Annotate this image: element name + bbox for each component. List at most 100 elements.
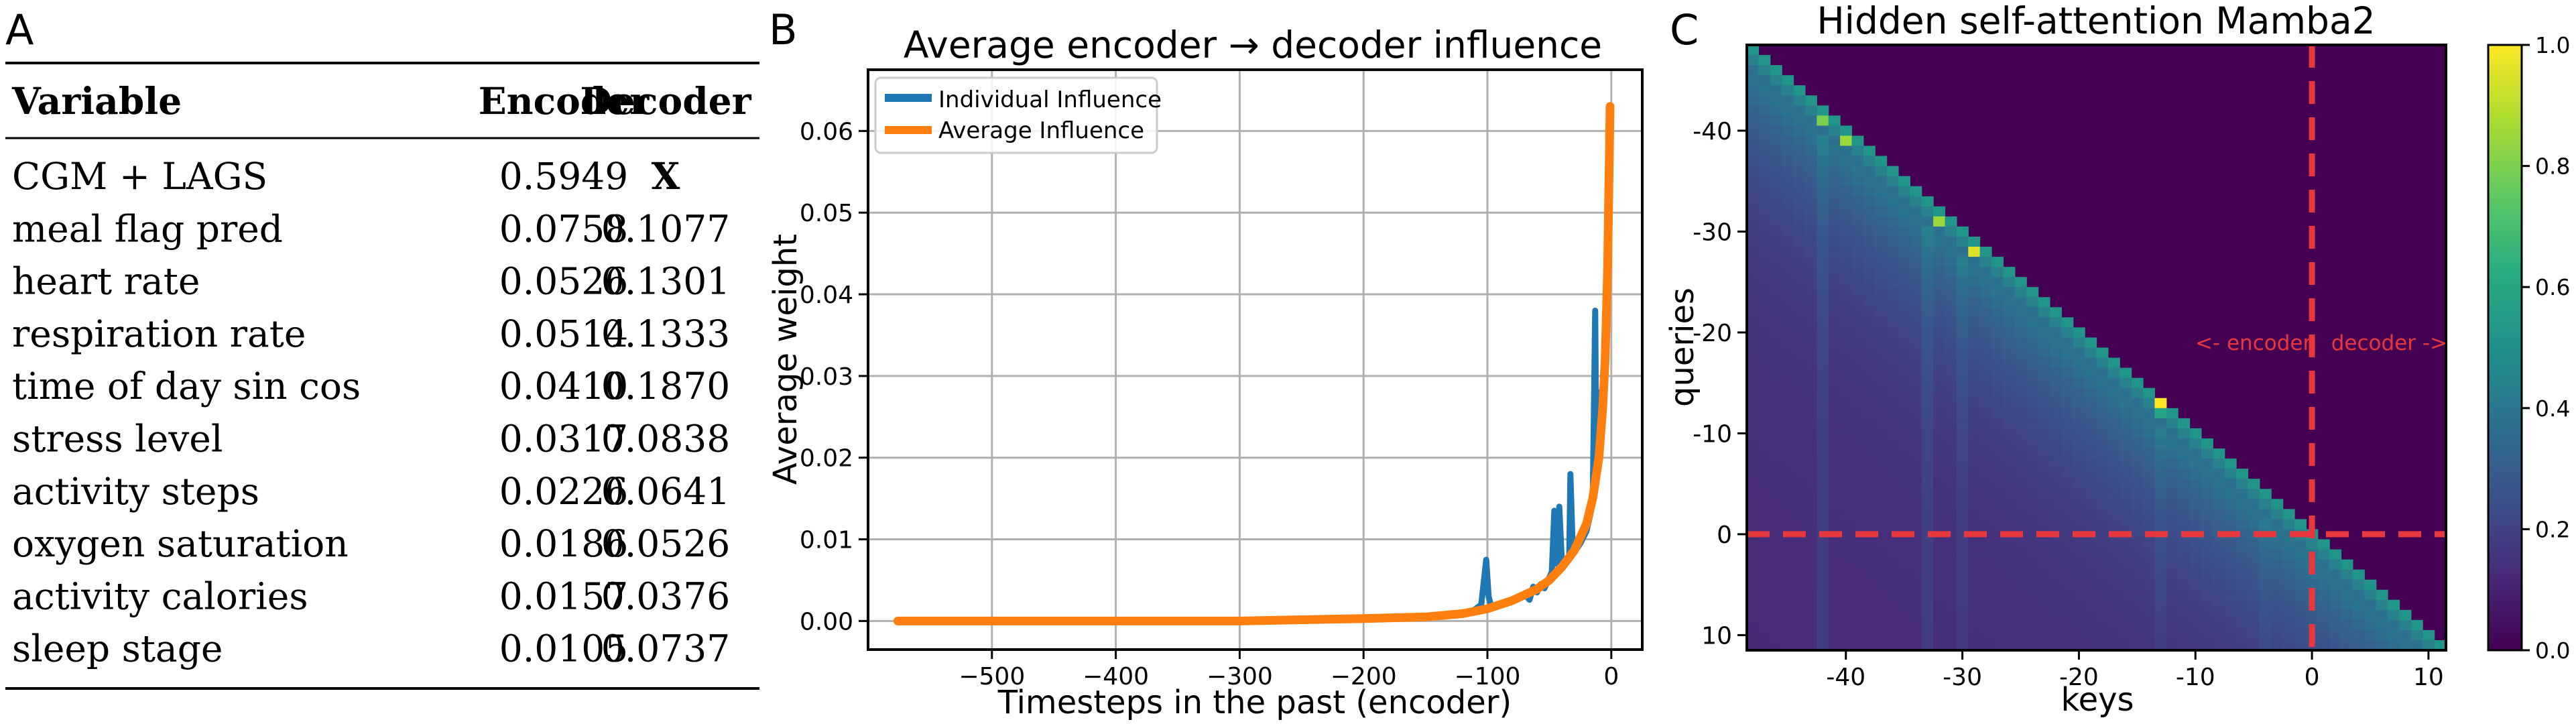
- heatmap-cell: [2166, 428, 2179, 439]
- heatmap-cell: [2073, 519, 2085, 530]
- heatmap-cell: [1804, 327, 1817, 339]
- heatmap-cell: [1898, 418, 1910, 429]
- heatmap-cell: [1933, 337, 1946, 349]
- heatmap-cell: [1840, 640, 1853, 651]
- heatmap-cell: [2143, 489, 2156, 499]
- heatmap-cell: [1910, 377, 1922, 389]
- heatmap-cell: [1770, 418, 1782, 429]
- heatmap-cell: [1828, 459, 1841, 469]
- heatmap-cell: [1991, 448, 2004, 459]
- heatmap-cell: [1793, 216, 1806, 227]
- heatmap-cell: [2166, 489, 2179, 499]
- heatmap-cell: [2306, 579, 2319, 591]
- heatmap-cell: [1875, 337, 1888, 349]
- heatmap-cell: [2131, 559, 2144, 570]
- heatmap-cell: [2143, 398, 2156, 409]
- heatmap-cell: [2003, 377, 2016, 389]
- heatmap-cell: [2073, 387, 2085, 399]
- heatmap-cell: [1945, 226, 1957, 237]
- heatmap-cell: [1747, 287, 1759, 298]
- heatmap-cell: [1979, 609, 1992, 621]
- heatmap-cell: [2189, 539, 2202, 550]
- heatmap-cell: [2131, 579, 2144, 591]
- heatmap-cell: [1793, 317, 1806, 328]
- heatmap-cell: [2143, 509, 2156, 520]
- heatmap-cell: [1840, 247, 1853, 257]
- heatmap-cell: [1921, 408, 1934, 419]
- heatmap-cell: [1747, 145, 1759, 157]
- heatmap-cell: [1863, 509, 1876, 520]
- heatmap-cell: [1910, 327, 1922, 339]
- heatmap-cell: [2085, 519, 2097, 530]
- heatmap-cell: [2096, 640, 2109, 651]
- heatmap-cell: [1991, 398, 2004, 409]
- heatmap-cell: [2282, 539, 2295, 550]
- heatmap-cell: [2201, 519, 2213, 530]
- heatmap-cell: [1793, 609, 1806, 621]
- heatmap-cell: [2096, 438, 2109, 449]
- heatmap-cell: [1817, 609, 1829, 621]
- heatmap-cell: [1747, 377, 1759, 389]
- heatmap-cell: [2049, 469, 2062, 479]
- heatmap-cell: [2189, 519, 2202, 530]
- heatmap-cell: [1804, 257, 1817, 267]
- heatmap-cell: [2014, 297, 2027, 308]
- heatmap-cell: [1968, 418, 1981, 429]
- heatmap-cell: [1968, 387, 1981, 399]
- heatmap-cell: [1817, 599, 1829, 611]
- heatmap-cell: [1804, 529, 1817, 540]
- heatmap-cell: [2049, 619, 2062, 631]
- heatmap-cell: [1793, 539, 1806, 550]
- heatmap-cell: [1804, 347, 1817, 359]
- heatmap-cell: [2061, 529, 2074, 540]
- heatmap-cell: [1875, 579, 1888, 591]
- heatmap-cell: [2061, 609, 2074, 621]
- heatmap-cell: [2038, 519, 2050, 530]
- heatmap-cell: [1804, 267, 1817, 278]
- heatmap-cell: [2213, 489, 2225, 499]
- cell-decoder: 0.1301: [601, 260, 730, 303]
- heatmap-cell: [2341, 629, 2353, 641]
- heatmap-cell: [1851, 357, 1864, 369]
- heatmap-cell: [2049, 640, 2062, 651]
- heatmap-cell: [1956, 337, 1969, 349]
- heatmap-cell: [1828, 428, 1841, 439]
- heatmap-cell: [2014, 519, 2027, 530]
- series-individual-influence: [894, 111, 1613, 624]
- heatmap-cell: [1828, 125, 1841, 137]
- heatmap-cell: [1758, 599, 1771, 611]
- heatmap-cell: [1863, 297, 1876, 308]
- heatmap-cell: [1886, 236, 1899, 247]
- cell-encoder: 0.0105: [499, 627, 628, 670]
- heatmap-cell: [2352, 640, 2365, 651]
- heatmap-cell: [2120, 539, 2132, 550]
- heatmap-cell: [2224, 469, 2237, 479]
- heatmap-cell: [1770, 267, 1782, 278]
- heatmap-cell: [1851, 640, 1864, 651]
- heatmap-cell: [1851, 377, 1864, 389]
- heatmap-cell: [1933, 327, 1946, 339]
- heatmap-cell: [1770, 609, 1782, 621]
- heatmap-cell: [2061, 629, 2074, 641]
- heatmap-cell: [1875, 377, 1888, 389]
- heatmap-cell: [1898, 297, 1910, 308]
- heatmap-cell: [2049, 479, 2062, 489]
- heatmap-cell: [1979, 357, 1992, 369]
- heatmap-cell: [1979, 539, 1992, 550]
- heatmap-cell: [2294, 640, 2307, 651]
- heatmap-cell: [2189, 599, 2202, 611]
- heatmap-cell: [1793, 367, 1806, 379]
- heatmap-cell: [1956, 327, 1969, 339]
- heatmap-cell: [1898, 196, 1910, 207]
- heatmap-cell: [1804, 196, 1817, 207]
- heatmap-cell: [1910, 317, 1922, 328]
- heatmap-cell: [1875, 459, 1888, 469]
- heatmap-cell: [1875, 519, 1888, 530]
- heatmap-cell: [1933, 226, 1946, 237]
- heatmap-cell: [1793, 115, 1806, 126]
- heatmap-cell: [1804, 418, 1817, 429]
- heatmap-cell: [2003, 629, 2016, 641]
- chart-c-ylabel: queries: [1664, 288, 1701, 407]
- heatmap-cell: [1863, 216, 1876, 227]
- heatmap-cell: [2329, 619, 2342, 631]
